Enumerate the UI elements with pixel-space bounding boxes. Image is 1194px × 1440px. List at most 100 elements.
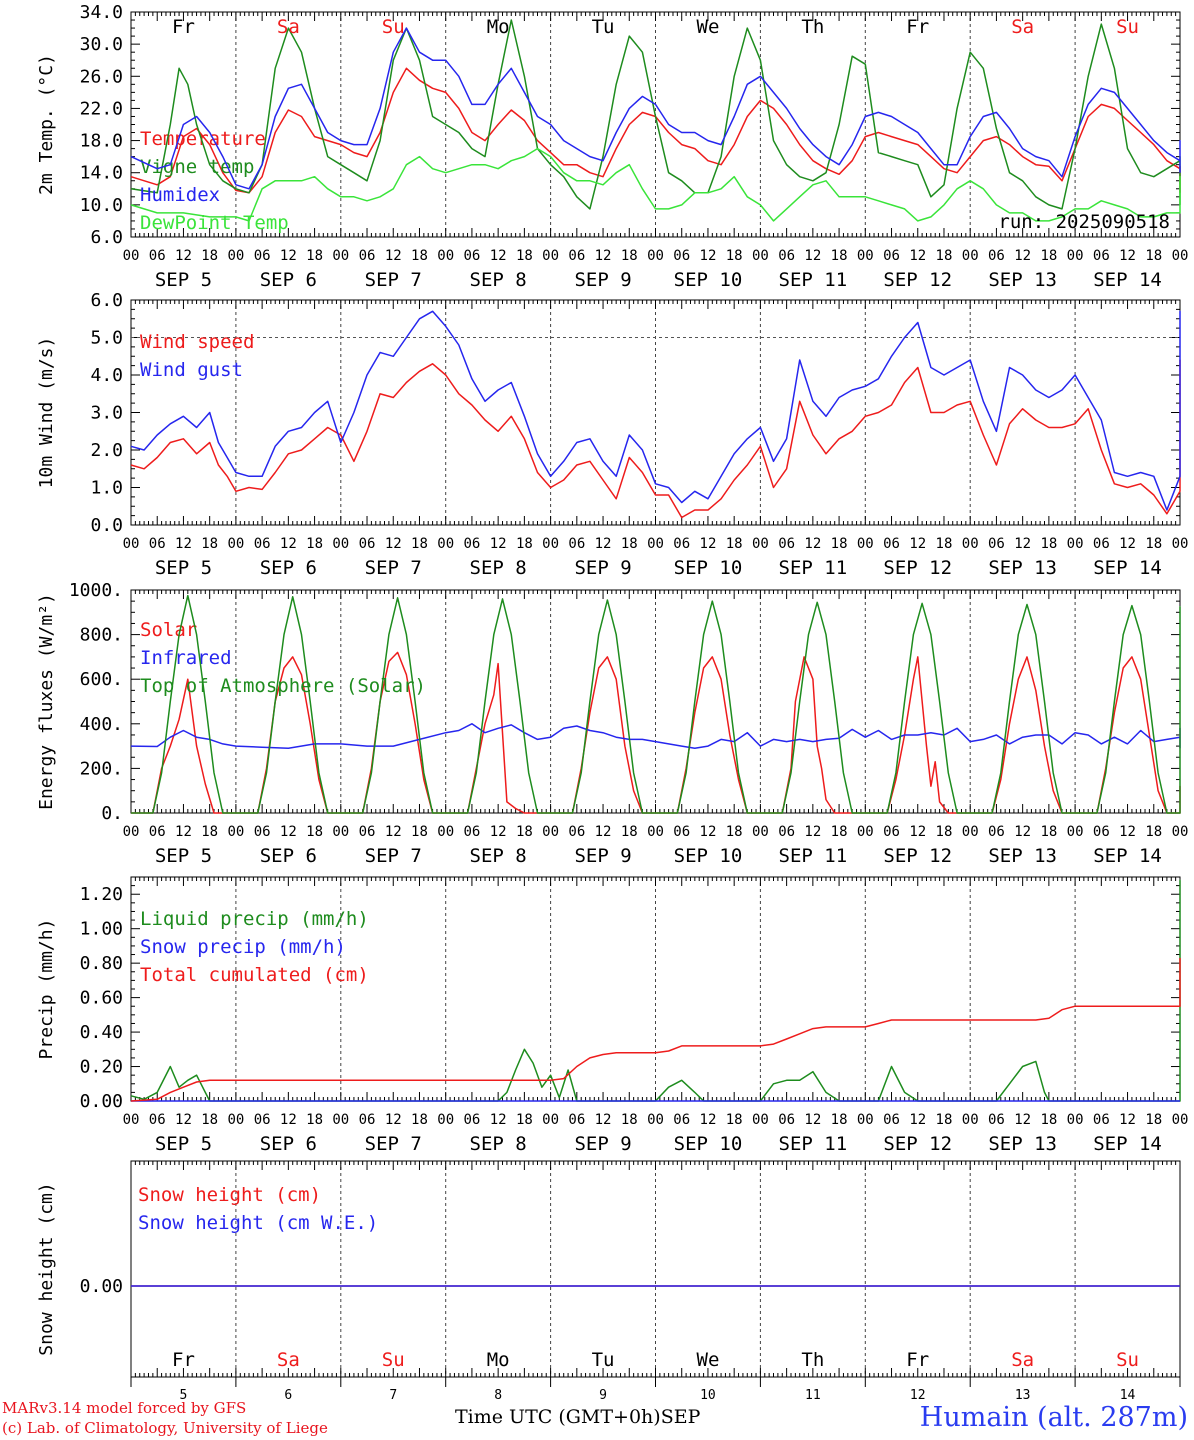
x-tick-label: 06: [359, 1112, 376, 1128]
date-label: SEP 7: [365, 269, 422, 291]
x-tick-label: 12: [1119, 536, 1136, 552]
y-tick-label: 0.00: [80, 1091, 123, 1112]
y-tick-label: 26.0: [80, 66, 123, 87]
x-tick-label: 06: [883, 248, 900, 264]
x-tick-label: 06: [778, 824, 795, 840]
lab-credit: (c) Lab. of Climatology, University of L…: [2, 1419, 328, 1437]
weekday-label: Su: [382, 16, 405, 38]
x-tick-label: 12: [175, 536, 192, 552]
x-axis-title: Time UTC (GMT+0h)SEP: [455, 1406, 700, 1428]
x-tick-label: 18: [411, 248, 428, 264]
date-label: SEP 7: [365, 845, 422, 867]
y-tick-label: 18.0: [80, 131, 123, 152]
x-tick-label: 12: [700, 824, 717, 840]
x-tick-label: 00: [437, 248, 454, 264]
x-tick-label: 12: [1014, 1112, 1031, 1128]
x-tick-label: 00: [437, 1112, 454, 1128]
series-line-2: [130, 27, 1181, 190]
date-label: SEP 9: [574, 557, 631, 579]
x-tick-label: 06: [463, 536, 480, 552]
y-axis-title: 10m Wind (m/s): [36, 337, 57, 489]
x-tick-label: 00: [1172, 248, 1189, 264]
x-tick-label: 06: [883, 1112, 900, 1128]
x-axis-label: Time UTC (GMT+0h): [455, 1406, 661, 1428]
x-tick-label: 12: [280, 248, 297, 264]
panel-3: 0. 200. 400. 600. 800. 1000. Energy fluxes (W/…: [36, 580, 1188, 867]
date-label: SEP 11: [779, 845, 848, 867]
y-tick-label: 0.40: [80, 1022, 123, 1043]
weekday-label: Mo: [487, 16, 510, 38]
y-tick-label: 1.20: [80, 884, 123, 905]
y-axis-title: Snow height (cm): [36, 1182, 57, 1355]
x-tick-label: 18: [831, 248, 848, 264]
weekday-label: Tu: [592, 16, 615, 38]
y-tick-label: 1.0: [90, 478, 123, 499]
x-tick-label: 00: [332, 248, 349, 264]
x-tick-label: 18: [726, 1112, 743, 1128]
x-tick-label: 18: [1145, 1112, 1162, 1128]
y-tick-label: 800.: [80, 625, 123, 646]
x-tick-label: 06: [1093, 536, 1110, 552]
x-tick-label: 00: [1067, 536, 1084, 552]
x-tick-label: 12: [385, 248, 402, 264]
y-axis-title: Precip (mm/h): [36, 919, 57, 1060]
panel-2: 0.0 1.0 2.0 3.0 4.0 5.0 6.0 10m Wind (m/s) Wind …: [36, 290, 1188, 579]
x-tick-label: 00: [123, 824, 140, 840]
x-tick-label: 00: [437, 824, 454, 840]
legend-label: Humidex: [140, 184, 220, 206]
x-tick-label: 00: [332, 1112, 349, 1128]
legend-label: Vigne temp: [140, 156, 254, 178]
x-tick-label: 18: [201, 536, 218, 552]
x-tick-label: 06: [988, 1112, 1005, 1128]
x-tick-label: 06: [1093, 1112, 1110, 1128]
x-tick-label: 18: [201, 1112, 218, 1128]
x-tick-label: 00: [752, 1112, 769, 1128]
x-tick-label: 06: [149, 824, 166, 840]
x-tick-label: 18: [306, 248, 323, 264]
x-tick-label: 06: [359, 248, 376, 264]
x-tick-label: 18: [411, 824, 428, 840]
x-tick-label: 12: [280, 1112, 297, 1128]
legend-label: Solar: [140, 619, 197, 641]
x-tick-label: 06: [1093, 248, 1110, 264]
x-tick-label: 12: [1014, 536, 1031, 552]
x-tick-label: 00: [752, 536, 769, 552]
y-tick-label: 2.0: [90, 440, 123, 461]
x-tick-label: 18: [306, 824, 323, 840]
x-tick-label: 18: [411, 1112, 428, 1128]
x-tick-label: 12: [490, 536, 507, 552]
panel-5: 0.00 Snow height (cm) Snow height (cm) Snow…: [36, 1160, 1181, 1378]
x-tick-label: 06: [149, 248, 166, 264]
x-tick-label: 18: [516, 1112, 533, 1128]
weekday-label: Sa: [277, 1349, 300, 1371]
x-tick-label: 00: [857, 824, 874, 840]
x-tick-label: 12: [175, 248, 192, 264]
date-label: SEP 6: [260, 1133, 317, 1155]
date-label: SEP 12: [883, 845, 952, 867]
date-label: SEP 13: [988, 1133, 1057, 1155]
x-tick-label: 12: [175, 824, 192, 840]
x-tick-label: 18: [726, 536, 743, 552]
x-tick-label: 18: [936, 824, 953, 840]
x-tick-label: 18: [1040, 1112, 1057, 1128]
day-number: 6: [284, 1388, 292, 1403]
date-label: SEP 7: [365, 1133, 422, 1155]
y-tick-label: 400.: [80, 714, 123, 735]
day-number: 5: [180, 1388, 188, 1403]
weekday-label: Fr: [906, 1349, 929, 1371]
x-tick-label: 12: [595, 248, 612, 264]
date-label: SEP 12: [883, 269, 952, 291]
x-tick-label: 18: [306, 536, 323, 552]
x-tick-label: 00: [123, 1112, 140, 1128]
x-tick-label: 12: [804, 824, 821, 840]
day-number: 8: [494, 1388, 502, 1403]
series-line-1: [130, 723, 1181, 750]
y-tick-label: 600.: [80, 669, 123, 690]
x-tick-label: 00: [752, 824, 769, 840]
x-tick-label: 12: [385, 1112, 402, 1128]
x-tick-label: 00: [332, 824, 349, 840]
x-tick-label: 12: [490, 1112, 507, 1128]
x-tick-label: 18: [1145, 248, 1162, 264]
x-tick-label: 12: [1119, 824, 1136, 840]
